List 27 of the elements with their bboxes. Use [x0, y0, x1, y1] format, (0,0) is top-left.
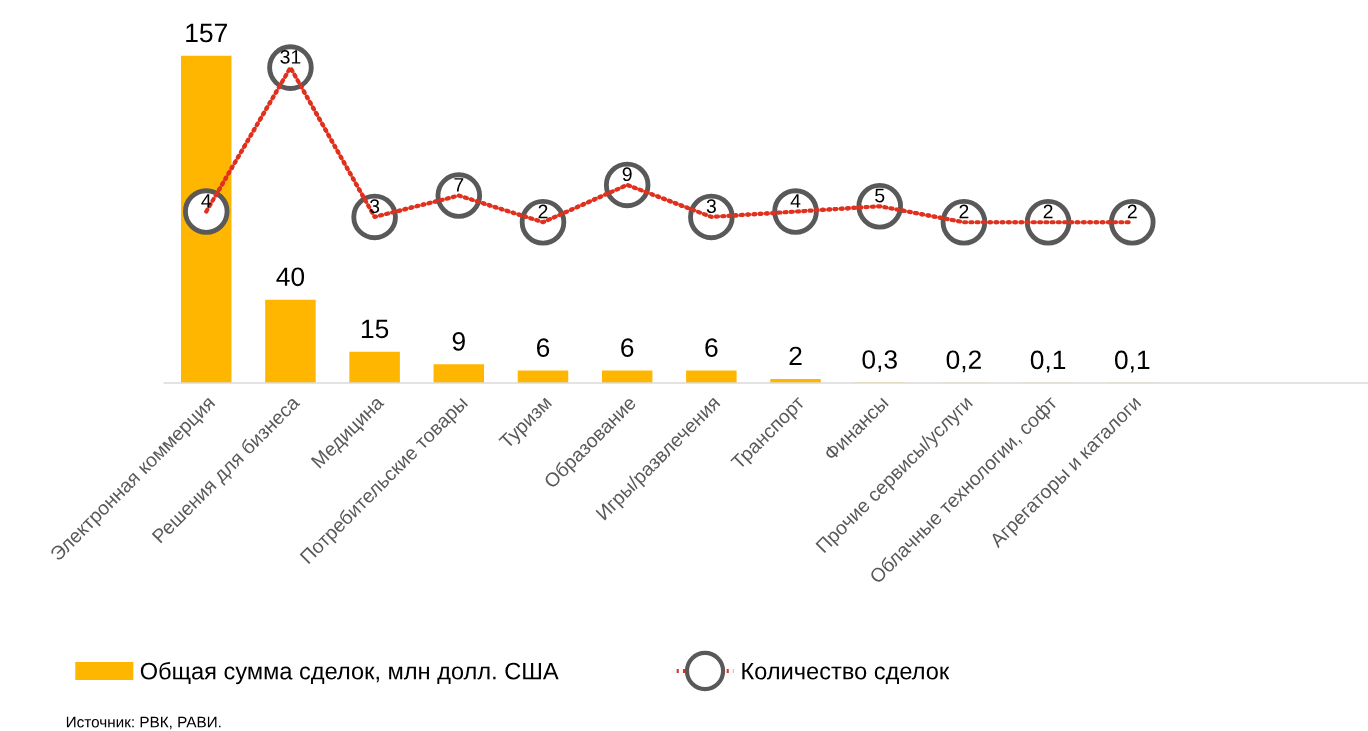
data-label: 6 — [621, 338, 634, 357]
data-label: 40 — [276, 267, 305, 287]
data-label: 0,1 — [1114, 350, 1150, 373]
data-label: 157 — [186, 23, 227, 43]
data-label: 3 — [706, 199, 716, 214]
data-label: 4 — [201, 194, 212, 208]
data-label: 0,1 — [1030, 350, 1066, 373]
legend-label: Общая сумма сделок, млн долл. США — [140, 661, 559, 685]
data-label: 0,2 — [946, 350, 981, 373]
data-label: 7 — [454, 178, 464, 192]
data-label: 6 — [705, 338, 718, 357]
data-label: 3 — [369, 199, 380, 214]
data-label: 4 — [790, 194, 801, 208]
data-label: 5 — [875, 188, 885, 203]
data-label: 2 — [789, 346, 802, 366]
data-label: 31 — [280, 50, 301, 64]
data-label: 2 — [959, 204, 969, 219]
data-label: 9 — [452, 332, 465, 351]
data-label: 0,3 — [862, 350, 897, 372]
text: Источник: РВК, РАВИ. — [66, 716, 221, 730]
legend-label: Количество сделок — [742, 663, 950, 684]
data-label: 15 — [361, 319, 389, 339]
data-label: 2 — [1127, 204, 1137, 219]
data-label: 9 — [622, 167, 632, 182]
data-label: 2 — [1043, 204, 1053, 219]
data-label: 2 — [538, 204, 548, 219]
data-label: 6 — [536, 338, 550, 357]
